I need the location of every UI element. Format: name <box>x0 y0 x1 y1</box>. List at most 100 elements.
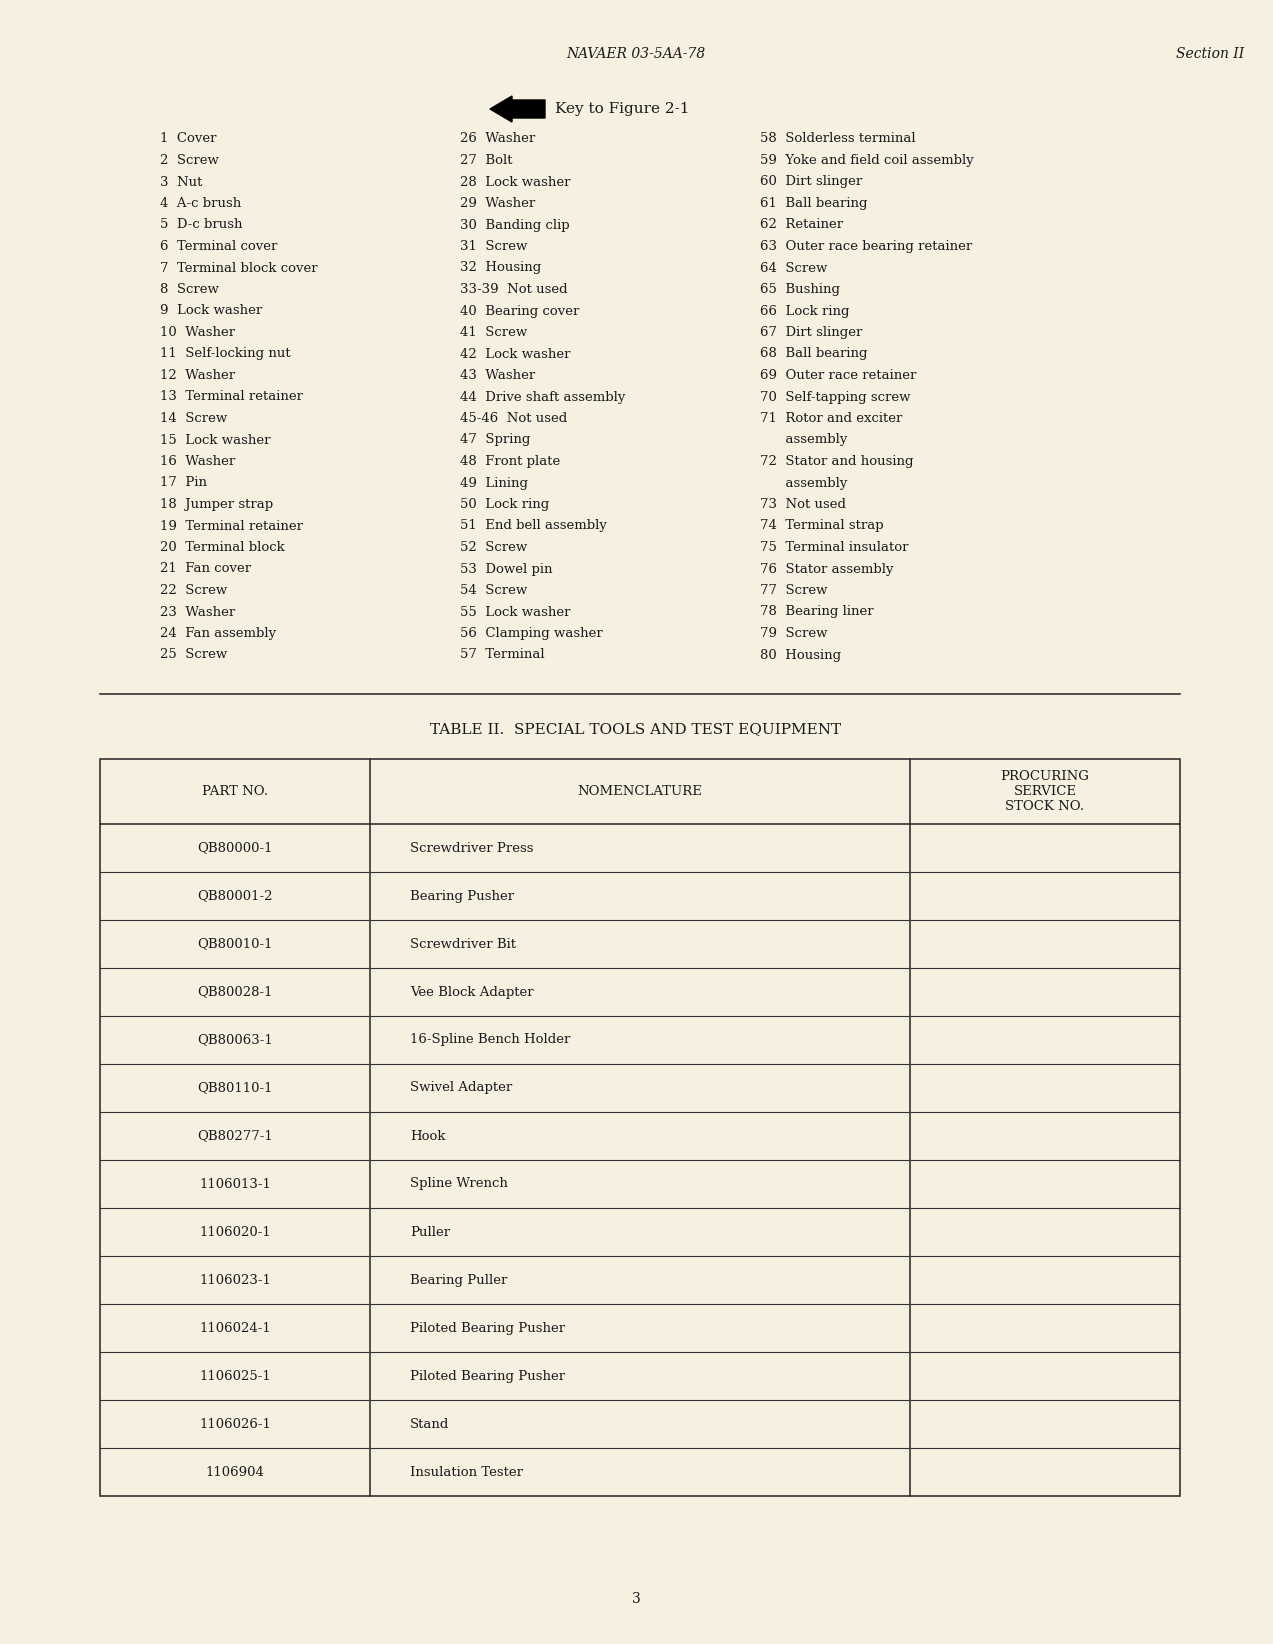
Text: 41  Screw: 41 Screw <box>460 326 527 339</box>
Text: 29  Washer: 29 Washer <box>460 197 535 210</box>
Text: 26  Washer: 26 Washer <box>460 133 535 146</box>
Text: assembly: assembly <box>760 434 848 447</box>
Text: 53  Dowel pin: 53 Dowel pin <box>460 562 552 575</box>
Text: 13  Terminal retainer: 13 Terminal retainer <box>160 391 303 403</box>
Text: QB80000-1: QB80000-1 <box>197 842 272 855</box>
Text: 69  Outer race retainer: 69 Outer race retainer <box>760 368 917 381</box>
Text: Hook: Hook <box>410 1129 446 1143</box>
Text: Key to Figure 2-1: Key to Figure 2-1 <box>555 102 690 117</box>
Text: 1106026-1: 1106026-1 <box>199 1417 271 1430</box>
Text: 60  Dirt slinger: 60 Dirt slinger <box>760 176 862 189</box>
Text: 24  Fan assembly: 24 Fan assembly <box>160 626 276 640</box>
Text: TABLE II.  SPECIAL TOOLS AND TEST EQUIPMENT: TABLE II. SPECIAL TOOLS AND TEST EQUIPME… <box>430 722 841 737</box>
Text: 61  Ball bearing: 61 Ball bearing <box>760 197 867 210</box>
Text: 7  Terminal block cover: 7 Terminal block cover <box>160 261 318 275</box>
Text: 33-39  Not used: 33-39 Not used <box>460 283 568 296</box>
Text: 20  Terminal block: 20 Terminal block <box>160 541 285 554</box>
Text: 1106025-1: 1106025-1 <box>199 1369 271 1383</box>
Text: 22  Screw: 22 Screw <box>160 584 228 597</box>
Text: Piloted Bearing Pusher: Piloted Bearing Pusher <box>410 1369 565 1383</box>
Text: 56  Clamping washer: 56 Clamping washer <box>460 626 602 640</box>
Text: 66  Lock ring: 66 Lock ring <box>760 304 849 317</box>
Text: 79  Screw: 79 Screw <box>760 626 827 640</box>
Text: 9  Lock washer: 9 Lock washer <box>160 304 262 317</box>
Text: 5  D-c brush: 5 D-c brush <box>160 219 242 232</box>
Text: 10  Washer: 10 Washer <box>160 326 236 339</box>
Text: 63  Outer race bearing retainer: 63 Outer race bearing retainer <box>760 240 973 253</box>
Text: 32  Housing: 32 Housing <box>460 261 541 275</box>
Text: 11  Self-locking nut: 11 Self-locking nut <box>160 347 290 360</box>
Text: 16  Washer: 16 Washer <box>160 455 236 469</box>
Text: Insulation Tester: Insulation Tester <box>410 1465 523 1478</box>
Text: 52  Screw: 52 Screw <box>460 541 527 554</box>
Text: 18  Jumper strap: 18 Jumper strap <box>160 498 274 511</box>
Text: Swivel Adapter: Swivel Adapter <box>410 1082 512 1095</box>
Text: QB80010-1: QB80010-1 <box>197 937 272 950</box>
Text: 25  Screw: 25 Screw <box>160 648 228 661</box>
Text: 78  Bearing liner: 78 Bearing liner <box>760 605 873 618</box>
Text: 70  Self-tapping screw: 70 Self-tapping screw <box>760 391 910 403</box>
Text: 47  Spring: 47 Spring <box>460 434 531 447</box>
Text: 65  Bushing: 65 Bushing <box>760 283 840 296</box>
Text: 17  Pin: 17 Pin <box>160 477 207 490</box>
Text: Bearing Puller: Bearing Puller <box>410 1274 508 1287</box>
Text: 62  Retainer: 62 Retainer <box>760 219 843 232</box>
Text: Stand: Stand <box>410 1417 449 1430</box>
Text: PART NO.: PART NO. <box>202 784 269 797</box>
Text: 30  Banding clip: 30 Banding clip <box>460 219 569 232</box>
FancyArrow shape <box>490 95 545 122</box>
Text: Vee Block Adapter: Vee Block Adapter <box>410 985 533 998</box>
Text: 48  Front plate: 48 Front plate <box>460 455 560 469</box>
Text: Screwdriver Bit: Screwdriver Bit <box>410 937 516 950</box>
Text: 21  Fan cover: 21 Fan cover <box>160 562 251 575</box>
Text: 31  Screw: 31 Screw <box>460 240 527 253</box>
Text: 72  Stator and housing: 72 Stator and housing <box>760 455 914 469</box>
Text: 74  Terminal strap: 74 Terminal strap <box>760 520 883 533</box>
Text: Bearing Pusher: Bearing Pusher <box>410 889 514 903</box>
Text: Spline Wrench: Spline Wrench <box>410 1177 508 1190</box>
Text: 27  Bolt: 27 Bolt <box>460 155 513 168</box>
Text: 43  Washer: 43 Washer <box>460 368 535 381</box>
Text: 1106013-1: 1106013-1 <box>199 1177 271 1190</box>
Text: 1106020-1: 1106020-1 <box>199 1225 271 1238</box>
Text: 77  Screw: 77 Screw <box>760 584 827 597</box>
Text: 1  Cover: 1 Cover <box>160 133 216 146</box>
Text: 64  Screw: 64 Screw <box>760 261 827 275</box>
Text: NAVAER 03-5AA-78: NAVAER 03-5AA-78 <box>566 48 705 61</box>
Text: QB80110-1: QB80110-1 <box>197 1082 272 1095</box>
Text: Screwdriver Press: Screwdriver Press <box>410 842 533 855</box>
Text: 45-46  Not used: 45-46 Not used <box>460 413 568 426</box>
Text: Piloted Bearing Pusher: Piloted Bearing Pusher <box>410 1322 565 1335</box>
Text: 80  Housing: 80 Housing <box>760 648 841 661</box>
Text: 59  Yoke and field coil assembly: 59 Yoke and field coil assembly <box>760 155 974 168</box>
Text: QB80028-1: QB80028-1 <box>197 985 272 998</box>
Text: 42  Lock washer: 42 Lock washer <box>460 347 570 360</box>
Text: Puller: Puller <box>410 1225 451 1238</box>
Text: 19  Terminal retainer: 19 Terminal retainer <box>160 520 303 533</box>
Text: 76  Stator assembly: 76 Stator assembly <box>760 562 894 575</box>
Text: 67  Dirt slinger: 67 Dirt slinger <box>760 326 862 339</box>
Text: 44  Drive shaft assembly: 44 Drive shaft assembly <box>460 391 625 403</box>
Text: PROCURING
SERVICE
STOCK NO.: PROCURING SERVICE STOCK NO. <box>1001 769 1090 814</box>
Text: 58  Solderless terminal: 58 Solderless terminal <box>760 133 915 146</box>
Bar <box>101 760 1180 1496</box>
Text: 68  Ball bearing: 68 Ball bearing <box>760 347 867 360</box>
Text: QB80063-1: QB80063-1 <box>197 1034 272 1047</box>
Text: 55  Lock washer: 55 Lock washer <box>460 605 570 618</box>
Text: 71  Rotor and exciter: 71 Rotor and exciter <box>760 413 903 426</box>
Text: QB80001-2: QB80001-2 <box>197 889 272 903</box>
Text: QB80277-1: QB80277-1 <box>197 1129 272 1143</box>
Text: 23  Washer: 23 Washer <box>160 605 236 618</box>
Text: 8  Screw: 8 Screw <box>160 283 219 296</box>
Text: 1106904: 1106904 <box>205 1465 265 1478</box>
Text: 50  Lock ring: 50 Lock ring <box>460 498 549 511</box>
Text: 49  Lining: 49 Lining <box>460 477 528 490</box>
Text: 28  Lock washer: 28 Lock washer <box>460 176 570 189</box>
Text: 51  End bell assembly: 51 End bell assembly <box>460 520 607 533</box>
Text: 15  Lock washer: 15 Lock washer <box>160 434 270 447</box>
Text: 75  Terminal insulator: 75 Terminal insulator <box>760 541 909 554</box>
Text: 14  Screw: 14 Screw <box>160 413 228 426</box>
Text: 12  Washer: 12 Washer <box>160 368 236 381</box>
Text: 1106023-1: 1106023-1 <box>199 1274 271 1287</box>
Text: 6  Terminal cover: 6 Terminal cover <box>160 240 278 253</box>
